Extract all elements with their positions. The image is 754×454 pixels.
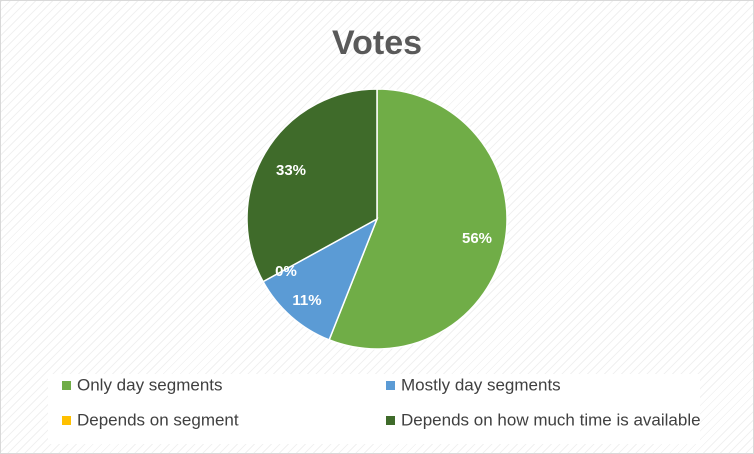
legend-label-depends-on-how-much-time-is-available: Depends on how much time is available — [401, 410, 701, 429]
legend-label-depends-on-segment: Depends on segment — [77, 410, 239, 429]
data-label-depends-on-how-much-time-is-available: 33% — [276, 162, 306, 179]
slice-only-day-segments — [328, 88, 508, 350]
data-label-mostly-day-segments: 11% — [292, 292, 321, 309]
legend: Only day segments Mostly day segments Depe… — [62, 375, 701, 429]
legend-label-mostly-day-segments: Mostly day segments — [401, 375, 561, 394]
legend-swatch-only-day-segments — [62, 381, 71, 390]
chart-title: Votes — [332, 24, 422, 62]
legend-swatch-depends-on-segment — [62, 416, 71, 425]
legend-swatch-mostly-day-segments — [386, 381, 395, 390]
data-labels: 56% 11% 0% 33% — [275, 162, 492, 309]
data-label-only-day-segments: 56% — [462, 230, 492, 247]
pie-slices — [246, 88, 508, 350]
legend-background — [48, 374, 700, 444]
legend-label-only-day-segments: Only day segments — [77, 375, 223, 394]
slice-mostly-day-segments — [262, 217, 379, 341]
legend-swatch-depends-on-how-much-time-is-available — [386, 416, 395, 425]
slice-depends-on-how-much-time-is-available — [246, 88, 378, 283]
data-label-depends-on-segment: 0% — [275, 263, 297, 280]
